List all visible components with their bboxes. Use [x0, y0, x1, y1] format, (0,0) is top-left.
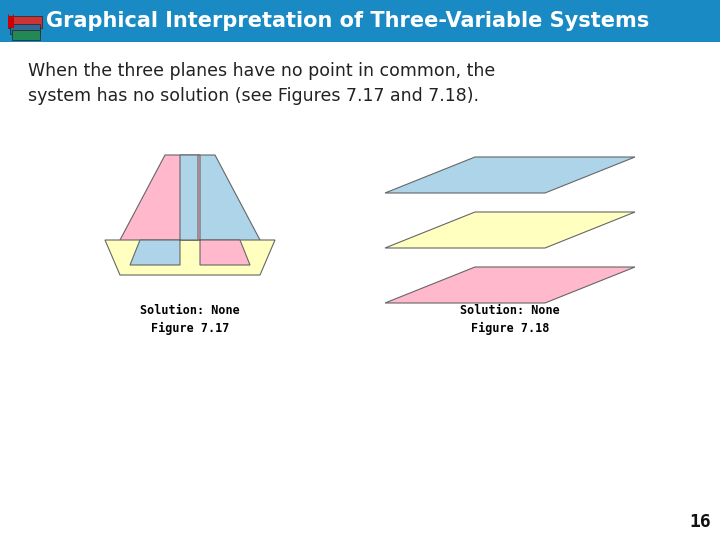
Text: Graphical Interpretation of Three-Variable Systems: Graphical Interpretation of Three-Variab…: [46, 11, 649, 31]
Polygon shape: [182, 155, 250, 265]
Polygon shape: [8, 14, 14, 28]
FancyBboxPatch shape: [0, 0, 720, 42]
Text: Solution: None: Solution: None: [140, 303, 240, 316]
Polygon shape: [385, 212, 635, 248]
FancyBboxPatch shape: [12, 30, 40, 40]
Text: Solution: None: Solution: None: [460, 303, 560, 316]
Polygon shape: [105, 240, 275, 275]
Polygon shape: [385, 157, 635, 193]
Text: Figure 7.18: Figure 7.18: [471, 321, 549, 335]
Text: 16: 16: [689, 513, 711, 531]
Polygon shape: [385, 267, 635, 303]
FancyBboxPatch shape: [8, 16, 42, 28]
Polygon shape: [130, 155, 198, 265]
Text: When the three planes have no point in common, the
system has no solution (see F: When the three planes have no point in c…: [28, 62, 495, 105]
Text: Figure 7.17: Figure 7.17: [150, 321, 229, 335]
Polygon shape: [120, 155, 182, 265]
FancyBboxPatch shape: [10, 24, 40, 34]
Polygon shape: [198, 155, 260, 265]
